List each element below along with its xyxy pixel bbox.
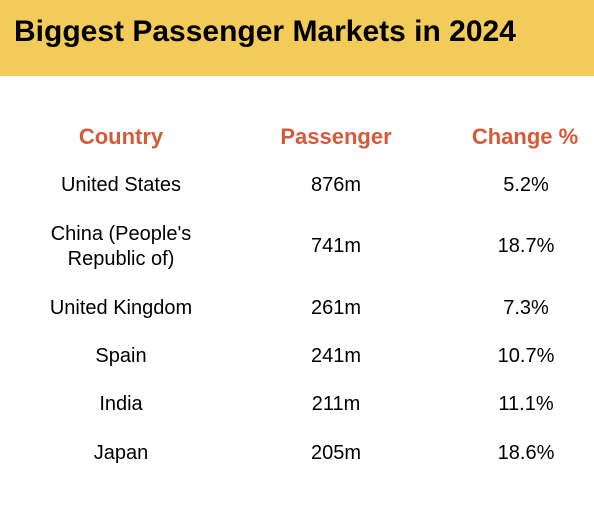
page-title: Biggest Passenger Markets in 2024 <box>14 15 516 48</box>
row-1-country: United States <box>60 174 182 196</box>
row-5-change: 11.1% <box>498 393 554 415</box>
title-banner: Biggest Passenger Markets in 2024 <box>0 0 594 76</box>
column-header-country: Country <box>78 124 164 149</box>
row-1-passenger: 876m <box>310 174 362 196</box>
row-4-country: Spain <box>95 345 147 367</box>
row-3-country: United Kingdom <box>49 297 193 319</box>
row-4-change: 10.7% <box>497 345 555 367</box>
row-3-passenger: 261m <box>310 297 362 319</box>
row-4-passenger: 241m <box>310 345 362 367</box>
row-5-passenger: 211m <box>311 393 361 415</box>
row-2-change: 18.7% <box>497 235 555 257</box>
column-header-change: Change % <box>471 124 579 149</box>
row-6-change: 18.6% <box>497 442 555 464</box>
row-6-country: Japan <box>93 442 149 464</box>
row-2-country: China (People's Republic of) <box>50 223 192 270</box>
row-1-change: 5.2% <box>503 174 549 196</box>
row-5-country: India <box>99 393 143 415</box>
row-2-passenger: 741m <box>310 235 362 257</box>
row-3-change: 7.3% <box>503 297 549 319</box>
column-header-passenger: Passenger <box>280 124 392 149</box>
row-6-passenger: 205m <box>310 442 362 464</box>
